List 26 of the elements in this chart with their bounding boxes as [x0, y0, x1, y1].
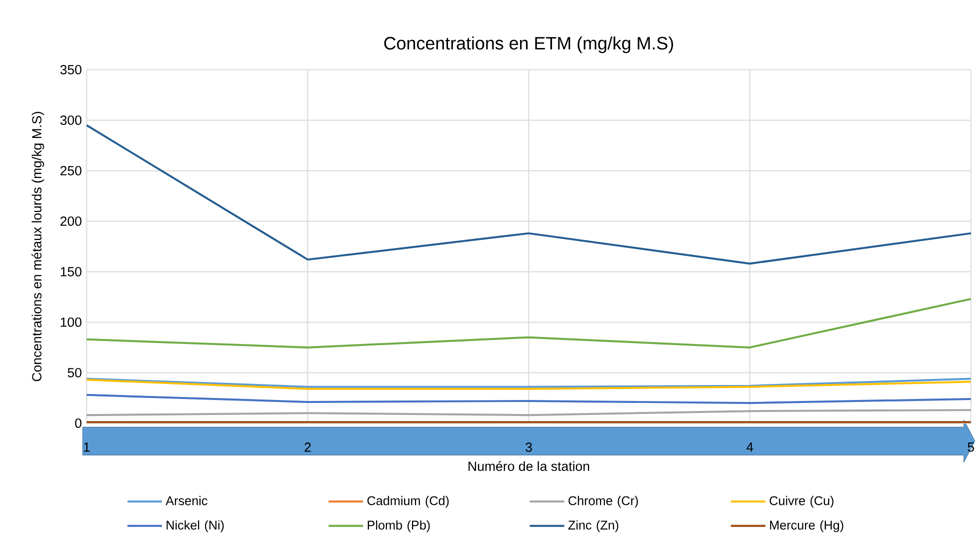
chart-title: Concentrations en ETM (mg/kg M.S)	[384, 36, 674, 54]
legend-label: Cuivre (Cu)	[770, 496, 834, 508]
line-series	[86, 298, 972, 349]
x-tick-label: 2	[304, 442, 311, 452]
y-tick-label: 250	[60, 166, 82, 176]
x-axis-title: Numéro de la station	[468, 461, 590, 472]
legend-label: Zinc (Zn)	[568, 520, 618, 532]
line-series	[86, 394, 972, 404]
legend-label: Arsenic	[166, 496, 208, 506]
legend-label: Plomb (Pb)	[368, 520, 430, 532]
legend-label: Chrome (Cr)	[568, 496, 638, 508]
line-series	[86, 124, 972, 265]
x-tick-label: 3	[526, 442, 532, 452]
y-axis-title: Concentrations en métaux lourds (mg/kg M.S)	[32, 112, 44, 382]
x-tick-label: 4	[746, 442, 754, 452]
y-tick-label: 350	[60, 65, 82, 74]
y-tick-label: 150	[60, 267, 82, 276]
y-tick-label: 100	[60, 318, 82, 327]
x-tick-label: 1	[84, 442, 90, 452]
y-tick-label: 0	[75, 418, 82, 428]
legend-label: Mercure (Hg)	[770, 520, 844, 532]
legend-label: Cadmium (Cd)	[367, 496, 449, 508]
legend-label: Nickel (Ni)	[166, 520, 224, 532]
y-tick-label: 50	[68, 368, 82, 378]
y-tick-label: 200	[60, 216, 82, 226]
y-tick-label: 300	[60, 116, 82, 125]
